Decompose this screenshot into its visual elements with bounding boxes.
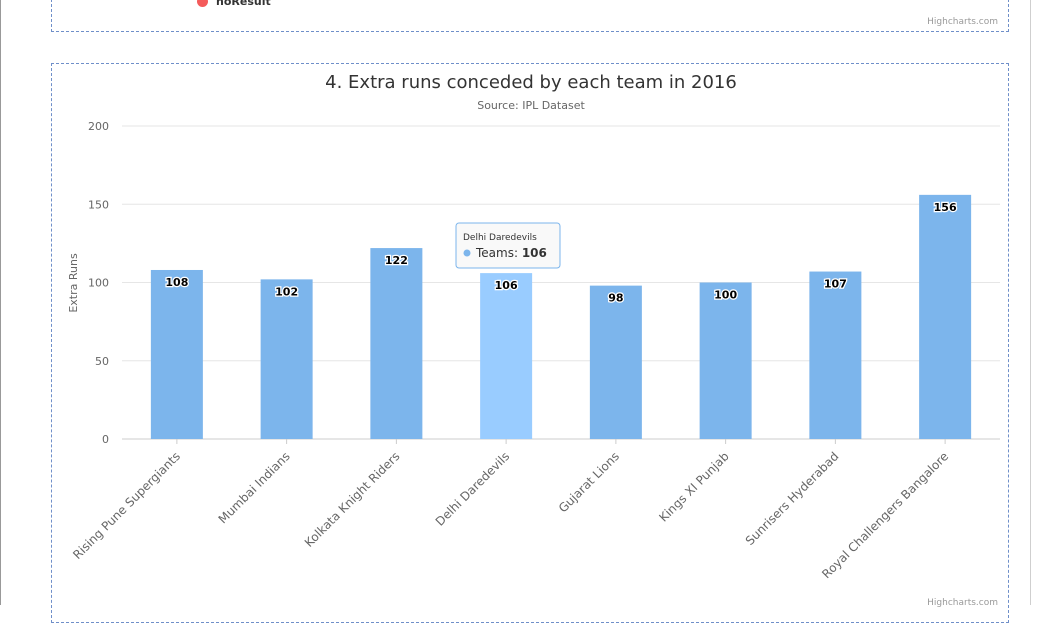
- data-label: 108: [165, 276, 188, 289]
- data-label: 107: [824, 278, 847, 291]
- legend-label: noResult: [216, 0, 271, 8]
- x-tick-label: Mumbai Indians: [216, 449, 293, 526]
- window-left-border: [0, 0, 1, 605]
- tooltip-series-dot: [463, 249, 471, 257]
- y-tick-label: 0: [102, 433, 109, 446]
- x-tick-label: Rising Pune Supergiants: [70, 449, 183, 562]
- y-tick-label: 150: [88, 198, 109, 211]
- tooltip: Delhi Daredevils Teams: 106: [455, 222, 561, 269]
- legend-marker-icon: [197, 0, 208, 7]
- x-tick-label: Kings XI Punjab: [656, 449, 731, 524]
- credits-link[interactable]: Highcharts.com: [927, 17, 998, 27]
- bar[interactable]: [260, 279, 313, 439]
- tooltip-series-line: Teams: 106: [475, 246, 547, 260]
- x-tick-label: Delhi Daredevils: [433, 449, 512, 528]
- x-tick-label: Kolkata Knight Riders: [302, 449, 403, 550]
- window-right-border: [1030, 0, 1031, 605]
- bar[interactable]: [370, 248, 423, 439]
- bar[interactable]: [699, 282, 752, 440]
- grid-lines: [122, 125, 1000, 440]
- data-label: 122: [385, 254, 408, 267]
- y-axis-title: Extra Runs: [67, 253, 80, 313]
- bar[interactable]: [809, 271, 862, 439]
- bar[interactable]: [919, 194, 972, 439]
- extra-runs-chart: 0 50 100 150 200 108 102 122 106 98 100 107 156 Ris…: [67, 72, 1000, 581]
- data-label: 102: [275, 285, 298, 298]
- y-axis: 0 50 100 150 200: [88, 120, 109, 446]
- extra-runs-chart-panel: 0 50 100 150 200 108 102 122 106 98 100 107 156 Ris…: [51, 63, 1009, 623]
- y-tick-label: 50: [95, 355, 109, 368]
- chart-title: 4. Extra runs conceded by each team in 2…: [325, 72, 737, 93]
- x-tick-label: Royal Challengers Bangalore: [819, 449, 951, 581]
- data-label: 98: [608, 292, 623, 305]
- tooltip-category: Delhi Daredevils: [463, 233, 537, 243]
- x-tick-label: Sunrisers Hyderabad: [743, 449, 842, 548]
- legend-item-noresult[interactable]: noResult: [197, 0, 271, 8]
- x-tick-label: Gujarat Lions: [556, 449, 622, 515]
- data-label: 100: [714, 289, 737, 302]
- bar[interactable]: [150, 269, 203, 439]
- credits-link[interactable]: Highcharts.com: [927, 598, 998, 608]
- tooltip-series-name: Teams: [475, 246, 514, 260]
- y-tick-label: 100: [88, 277, 109, 290]
- tooltip-value: 106: [522, 246, 547, 260]
- chart-subtitle: Source: IPL Dataset: [477, 99, 585, 112]
- previous-chart-panel: noResult Highcharts.com: [51, 0, 1009, 32]
- bar-series: 108 102 122 106 98 100 107 156: [150, 194, 972, 440]
- tooltip-colon: :: [514, 246, 522, 260]
- y-tick-label: 200: [88, 120, 109, 133]
- tooltip-box: [455, 222, 561, 269]
- data-label: 106: [495, 279, 518, 292]
- data-label: 156: [934, 201, 957, 214]
- x-axis: Rising Pune Supergiants Mumbai Indians Kol…: [70, 439, 951, 581]
- bar[interactable]: [589, 285, 642, 439]
- bar[interactable]: [480, 273, 533, 439]
